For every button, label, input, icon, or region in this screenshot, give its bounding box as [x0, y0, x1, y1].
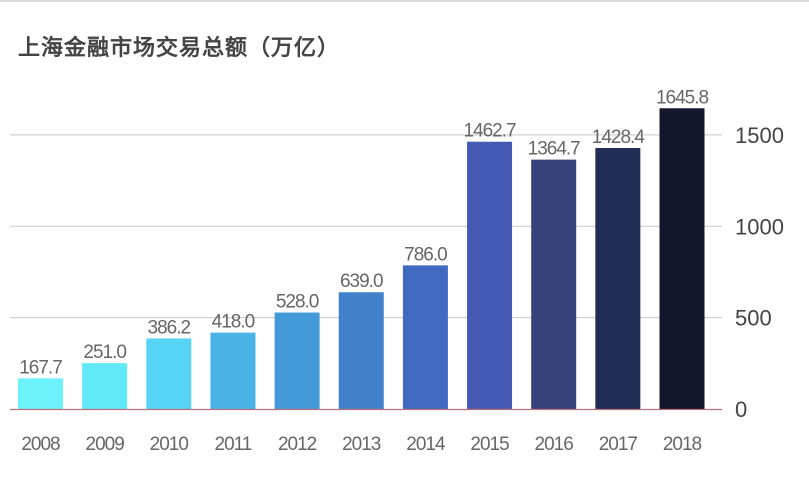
- bar-2009: [82, 363, 128, 409]
- bar-value-label: 251.0: [83, 342, 126, 363]
- bar-2018: [659, 108, 705, 410]
- chart-title: 上海金融市场交易总额（万亿）: [18, 36, 341, 61]
- x-tick-label: 2016: [535, 434, 574, 455]
- bars: [18, 108, 705, 410]
- y-tick-label: 500: [735, 306, 772, 331]
- bar-2008: [18, 378, 63, 409]
- bar-value-label: 639.0: [340, 271, 383, 292]
- x-tick-label: 2018: [663, 434, 702, 455]
- x-tick-label: 2010: [150, 434, 189, 455]
- bar-2017: [595, 148, 641, 409]
- x-tick-label: 2008: [21, 434, 60, 455]
- bar-value-label: 528.0: [276, 292, 319, 313]
- bar-value-labels: 167.7 251.0 386.2 418.0 528.0 639.0 786.0 1462.…: [19, 87, 709, 378]
- bar-value-label: 386.2: [148, 317, 191, 338]
- bar-2014: [402, 265, 448, 409]
- x-tick-label: 2011: [215, 434, 252, 455]
- x-tick-label: 2014: [406, 434, 446, 455]
- bar-2013: [338, 292, 384, 409]
- y-tick-label: 0: [735, 397, 747, 422]
- bar-2015: [467, 141, 513, 409]
- x-tick-label: 2017: [599, 434, 638, 455]
- x-tick-label: 2009: [86, 434, 125, 455]
- bar-value-label: 786.0: [404, 244, 447, 265]
- top-border: [0, 0, 809, 2]
- bar-2011: [210, 332, 256, 409]
- bar-value-label: 1428.4: [592, 127, 646, 148]
- x-tick-label: 2015: [470, 434, 509, 455]
- bar-value-label: 1645.8: [656, 87, 709, 108]
- y-tick-label: 1000: [735, 214, 784, 239]
- x-tick-label: 2012: [278, 434, 317, 455]
- bar-value-label: 1462.7: [463, 121, 516, 142]
- bar-2012: [274, 312, 320, 409]
- bar-2010: [146, 338, 192, 409]
- y-axis-ticks: 0 500 1000 1500: [735, 123, 784, 422]
- bar-value-label: 418.0: [212, 312, 255, 333]
- bar-value-label: 1364.7: [528, 139, 581, 160]
- x-axis-ticks: 2008 2009 2010 2011 2012 2013 2014 2015 2016 2017…: [21, 434, 702, 455]
- bar-value-label: 167.7: [19, 357, 62, 378]
- y-tick-label: 1500: [735, 123, 784, 148]
- x-tick-label: 2013: [342, 434, 381, 455]
- bar-2016: [531, 159, 577, 409]
